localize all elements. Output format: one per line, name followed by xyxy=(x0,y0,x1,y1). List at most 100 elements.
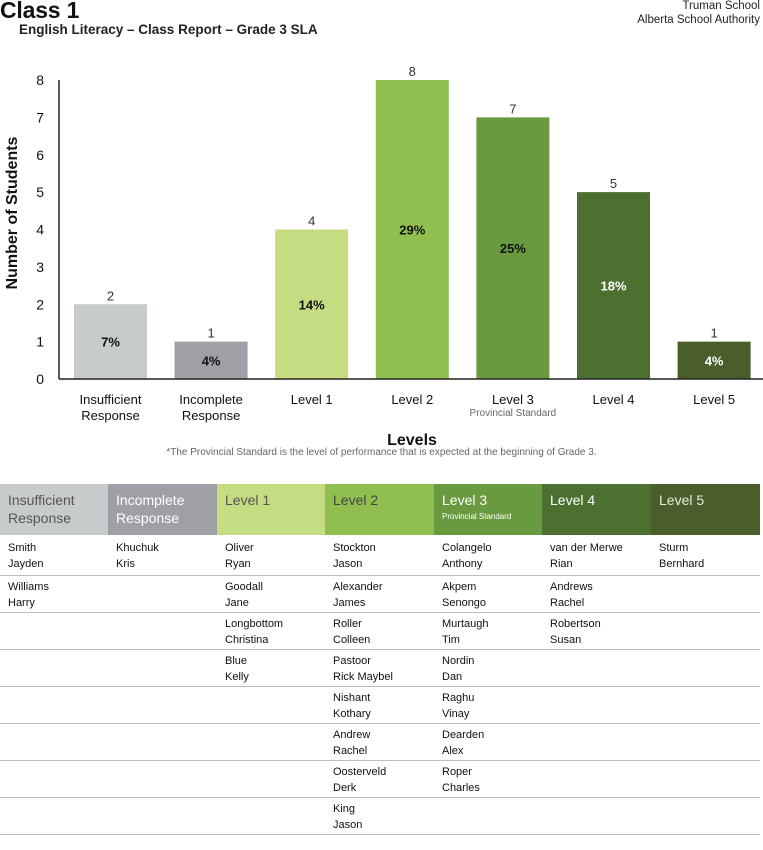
x-tick-label: Level 1 xyxy=(291,392,333,407)
bar-value-label: 5 xyxy=(610,176,617,191)
y-tick-label: 8 xyxy=(36,72,44,88)
student-first-name: Kelly xyxy=(225,670,249,683)
student-first-name: Dan xyxy=(442,670,463,683)
header-label: Level 5 xyxy=(659,492,705,508)
student-cell: Andrew Rachel xyxy=(325,723,434,761)
student-first-name: Derk xyxy=(333,781,357,794)
student-cell: Roper Charles xyxy=(434,760,542,798)
student-cell xyxy=(0,723,108,761)
student-cell xyxy=(217,797,325,835)
student-last-name: Pastoor xyxy=(333,654,371,667)
x-tick-sublabel: Provincial Standard xyxy=(470,408,557,419)
bar-value-label: 8 xyxy=(409,64,416,79)
student-cell: King Jason xyxy=(325,797,434,835)
student-first-name: Ryan xyxy=(225,558,251,570)
school-authority: Alberta School Authority xyxy=(637,14,760,26)
bar xyxy=(174,341,248,379)
bar xyxy=(375,80,449,379)
y-tick-label: 7 xyxy=(36,109,44,125)
x-axis-label: Levels xyxy=(387,432,437,449)
student-first-name: James xyxy=(333,596,366,609)
student-last-name: Alexander xyxy=(333,580,383,593)
student-cell xyxy=(108,575,217,613)
header-label: Level 3 xyxy=(442,492,488,508)
student-cell xyxy=(542,760,651,798)
student-last-name: Stockton xyxy=(333,542,376,554)
student-last-name: Robertson xyxy=(550,617,601,630)
y-tick-label: 2 xyxy=(36,296,44,312)
roster-header-level: Insufficient Response xyxy=(0,484,108,535)
table-row: Smith Jayden Khuchuk Kris Oliver Ryan Stockton… xyxy=(0,535,760,576)
student-cell xyxy=(542,723,651,761)
student-last-name: Oosterveld xyxy=(333,765,387,778)
student-last-name: Dearden xyxy=(442,728,485,741)
student-last-name: Khuchuk xyxy=(116,542,159,554)
student-first-name: Colleen xyxy=(333,633,371,646)
header-label: Level 4 xyxy=(550,492,596,508)
student-first-name: Rachel xyxy=(550,596,585,609)
header-label-line2: Response xyxy=(8,510,72,526)
student-last-name: Nordin xyxy=(442,654,475,667)
student-last-name: Nishant xyxy=(333,691,371,704)
x-tick-label: Incomplete xyxy=(179,392,243,407)
student-cell xyxy=(651,575,760,613)
student-last-name: Williams xyxy=(8,580,49,593)
bar-value-label: 2 xyxy=(107,288,114,303)
table-row: King Jason xyxy=(0,797,760,835)
student-first-name: Jason xyxy=(333,558,363,570)
student-cell xyxy=(542,649,651,687)
footnote: *The Provincial Standard is the level of… xyxy=(166,447,597,458)
roster-header-level: Level 5 xyxy=(651,484,760,535)
student-first-name: Vinay xyxy=(442,707,470,720)
student-first-name: Christina xyxy=(225,633,269,646)
student-last-name: King xyxy=(333,802,356,815)
student-cell xyxy=(651,649,760,687)
bar-percent-label: 7% xyxy=(101,335,120,350)
student-first-name: Jane xyxy=(225,596,249,609)
student-cell xyxy=(651,797,760,835)
student-cell xyxy=(0,760,108,798)
school-name: Truman School xyxy=(682,0,760,12)
table-row: Oosterveld Derk Roper Charles xyxy=(0,760,760,798)
student-first-name: Kris xyxy=(116,558,135,570)
student-first-name: Rick Maybel xyxy=(333,670,393,683)
student-cell: Murtaugh Tim xyxy=(434,612,542,650)
student-cell xyxy=(0,797,108,835)
student-first-name: Anthony xyxy=(442,558,483,570)
student-cell: Goodall Jane xyxy=(217,575,325,613)
student-cell: Andrews Rachel xyxy=(542,575,651,613)
student-cell: Sturm Bernhard xyxy=(651,535,760,576)
student-cell: Akpem Senongo xyxy=(434,575,542,613)
student-cell xyxy=(108,797,217,835)
student-last-name: van der Merwe xyxy=(550,542,623,554)
student-cell xyxy=(0,612,108,650)
page-title: Class 1 xyxy=(0,0,80,23)
student-cell xyxy=(108,612,217,650)
student-cell: Blue Kelly xyxy=(217,649,325,687)
table-row: Longbottom Christina Roller Colleen Murtaugh… xyxy=(0,612,760,650)
student-first-name: Rachel xyxy=(333,744,368,757)
student-cell xyxy=(217,686,325,724)
header-label: Level 2 xyxy=(333,492,379,508)
bar-value-label: 1 xyxy=(207,326,214,341)
student-cell: van der Merwe Rian xyxy=(542,535,651,576)
roster-header-level: Incomplete Response xyxy=(108,484,217,535)
student-first-name: Kothary xyxy=(333,707,371,720)
y-tick-label: 5 xyxy=(36,184,44,200)
school-info: Truman School Alberta School Authority xyxy=(637,0,760,27)
student-cell xyxy=(651,723,760,761)
student-first-name: Rian xyxy=(550,558,573,570)
student-cell: Khuchuk Kris xyxy=(108,535,217,576)
student-cell xyxy=(108,649,217,687)
student-last-name: Raghu xyxy=(442,691,475,704)
student-first-name: Charles xyxy=(442,781,480,794)
student-cell: Smith Jayden xyxy=(0,535,108,576)
header-label: Insufficient xyxy=(8,492,75,508)
student-first-name: Tim xyxy=(442,633,460,646)
bar-value-label: 7 xyxy=(509,101,516,116)
student-last-name: Andrew xyxy=(333,728,371,741)
student-cell: Pastoor Rick Maybel xyxy=(325,649,434,687)
y-tick-label: 6 xyxy=(36,147,44,163)
y-tick-label: 3 xyxy=(36,259,44,275)
